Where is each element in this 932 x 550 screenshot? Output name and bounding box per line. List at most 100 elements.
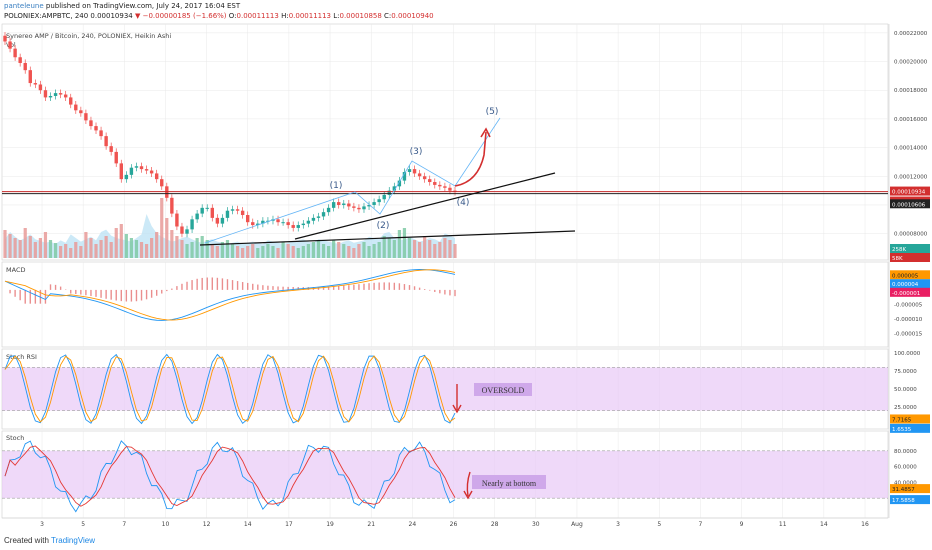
candle-body xyxy=(38,84,43,91)
tradingview-brand[interactable]: TradingView xyxy=(51,536,96,545)
x-tick-label: 7 xyxy=(122,521,126,528)
volume-bar xyxy=(33,242,37,258)
volume-bar xyxy=(23,228,27,258)
candle-body xyxy=(306,220,311,224)
volume-tag-a-bg xyxy=(890,244,930,253)
candle-body xyxy=(357,207,361,210)
volume-bar xyxy=(362,242,366,258)
candle-body xyxy=(79,110,83,114)
volume-bar xyxy=(347,246,351,258)
candle-body xyxy=(352,206,356,208)
open-value: 0.00011113 xyxy=(236,12,279,20)
volume-bar xyxy=(256,248,260,258)
candle-body xyxy=(175,213,179,227)
candle-body xyxy=(69,97,73,105)
candle-body xyxy=(170,197,174,214)
candle-body xyxy=(48,95,53,98)
candle-body xyxy=(23,62,27,71)
volume-tag-a: 258K xyxy=(892,247,906,253)
x-tick-label: 5 xyxy=(657,521,661,528)
volume-bar xyxy=(129,238,134,258)
candle-body xyxy=(337,202,341,205)
candle-body xyxy=(296,225,300,228)
macd-value-tag-c: -0.000001 xyxy=(892,291,920,297)
trendline-lower xyxy=(199,230,576,246)
candle-body xyxy=(301,223,306,226)
candle-body xyxy=(104,136,108,147)
candle-body xyxy=(195,213,199,220)
volume-bar xyxy=(225,240,230,258)
stochrsi-d-line xyxy=(4,355,456,423)
candle-body xyxy=(53,93,58,96)
volume-bar xyxy=(291,246,295,258)
volume-bar xyxy=(38,238,42,258)
published-text: published on TradingView.com, July 24, 2… xyxy=(45,2,241,10)
y-tick-label: 0.00016000 xyxy=(894,117,928,123)
y-tick-label: 0.00014000 xyxy=(894,146,928,152)
volume-bar xyxy=(337,242,341,258)
volume-bar xyxy=(139,242,144,258)
candle-body xyxy=(382,194,386,200)
candle-body xyxy=(144,169,149,171)
candle-body xyxy=(347,203,351,207)
candle-body xyxy=(13,48,17,58)
candle-body xyxy=(200,207,204,214)
volume-bar xyxy=(387,238,391,258)
support-tag-bg xyxy=(890,199,930,209)
stochrsi-tag-b-bg xyxy=(890,423,930,433)
volume-bar xyxy=(230,244,235,258)
candle-body xyxy=(448,187,452,191)
x-tick-label: 16 xyxy=(861,521,869,528)
volume-bar xyxy=(271,246,275,258)
candle-body xyxy=(114,151,118,164)
volume-bar xyxy=(443,238,447,258)
candle-body xyxy=(134,166,139,168)
candle-body xyxy=(109,146,113,152)
macd-value-tag-a: 0.000005 xyxy=(892,273,919,279)
candle-body xyxy=(119,163,123,180)
macd-line xyxy=(4,269,456,321)
volume-bar xyxy=(332,240,336,258)
candle-body xyxy=(428,179,432,183)
nearly-bottom-box xyxy=(472,475,546,489)
volume-bar xyxy=(418,242,422,258)
volume-bar xyxy=(165,218,169,258)
volume-bar xyxy=(286,244,290,258)
volume-bar xyxy=(104,236,108,258)
volume-bar xyxy=(220,242,225,258)
candle-body xyxy=(331,202,336,208)
candle-body xyxy=(286,222,290,226)
candle-body xyxy=(392,186,397,191)
macd-signal-line xyxy=(4,269,456,321)
macd-title: MACD xyxy=(6,266,25,274)
candle-body xyxy=(433,182,437,185)
macd-value-tag-b: 0.000004 xyxy=(892,282,919,288)
macd-tick-label: -0.000005 xyxy=(894,303,923,309)
candle-body xyxy=(89,120,93,127)
candle-body xyxy=(281,222,285,224)
volume-bar xyxy=(119,224,123,258)
volume-bar xyxy=(453,244,457,258)
oversold-box xyxy=(474,383,532,396)
volume-bar xyxy=(306,244,310,258)
candle-body xyxy=(240,210,245,216)
candle-body xyxy=(261,220,265,224)
candle-body xyxy=(438,184,442,187)
volume-bar xyxy=(438,242,442,258)
x-tick-label: 26 xyxy=(450,521,458,528)
candle-body xyxy=(99,130,103,137)
x-tick-label: 11 xyxy=(779,521,787,528)
oversold-label: OVERSOLD xyxy=(482,386,525,395)
stochrsi-tick-label: 25.0000 xyxy=(894,405,917,411)
candle-body xyxy=(129,167,134,175)
volume-bar xyxy=(251,244,255,258)
volume-bar xyxy=(266,244,270,258)
volume-bar xyxy=(448,240,452,258)
stochrsi-tick-label: 75.0000 xyxy=(894,369,917,375)
author-link[interactable]: panteleune xyxy=(4,2,44,10)
ohlc-line: POLONIEX:AMPBTC, 240 0.00010934 ▼ −0.000… xyxy=(4,12,434,20)
volume-bar xyxy=(215,246,219,258)
panel-frame xyxy=(1,23,889,261)
stochrsi-k-line xyxy=(4,353,456,425)
